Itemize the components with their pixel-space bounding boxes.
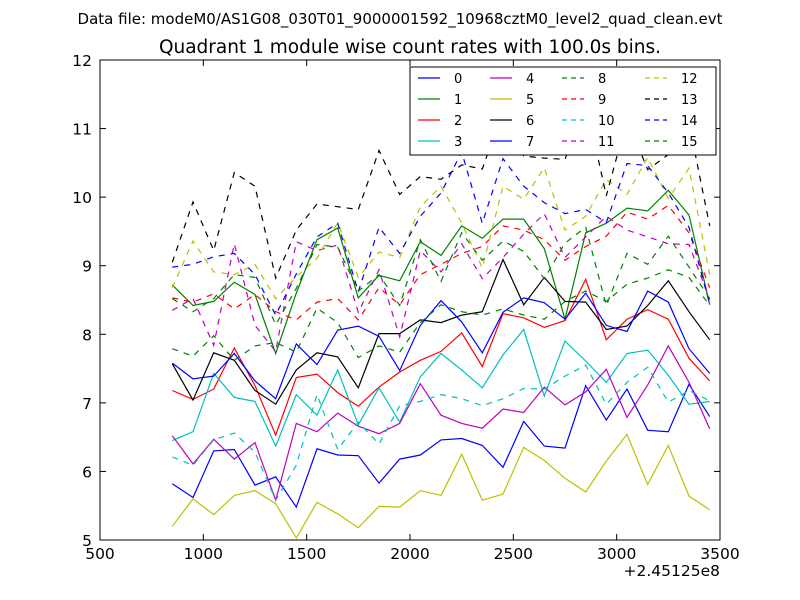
y-tick-label: 7 xyxy=(82,395,92,413)
legend-label-10: 10 xyxy=(598,114,615,129)
y-tick-label: 10 xyxy=(72,189,92,207)
legend-label-8: 8 xyxy=(598,72,606,87)
x-tick-label: 1500 xyxy=(287,545,326,563)
series-line-4 xyxy=(171,344,711,503)
series-line-3 xyxy=(172,328,710,448)
series-layer xyxy=(171,99,711,540)
series-line-12 xyxy=(171,156,711,300)
suptitle: Data file: modeM0/AS1G08_030T01_90000015… xyxy=(78,10,723,29)
legend-label-11: 11 xyxy=(598,135,615,150)
series-line-2 xyxy=(172,277,711,437)
series-line-11 xyxy=(172,212,711,353)
legend-label-2: 2 xyxy=(454,114,462,129)
y-tick-label: 12 xyxy=(72,52,92,70)
legend-label-12: 12 xyxy=(681,72,698,87)
legend-label-15: 15 xyxy=(681,135,698,150)
legend-label-9: 9 xyxy=(598,93,606,108)
x-tick-label: 1000 xyxy=(184,545,223,563)
x-tick-label: 2000 xyxy=(390,545,429,563)
legend-label-14: 14 xyxy=(681,114,698,129)
series-line-10 xyxy=(172,364,710,502)
plot-frame xyxy=(99,59,721,541)
legend-label-5: 5 xyxy=(526,93,534,108)
x-tick-label: 3500 xyxy=(700,545,739,563)
legend-label-6: 6 xyxy=(526,114,534,129)
legend-label-7: 7 xyxy=(526,135,534,150)
series-line-14 xyxy=(172,150,711,317)
legend-frame xyxy=(409,66,717,156)
legend-label-1: 1 xyxy=(454,93,462,108)
legend-label-4: 4 xyxy=(526,72,534,87)
legend-label-13: 13 xyxy=(681,93,698,108)
legend-label-0: 0 xyxy=(454,72,462,87)
series-line-0 xyxy=(171,383,711,509)
x-tick-label: 3000 xyxy=(597,545,636,563)
series-line-6 xyxy=(171,257,711,406)
x-tick-label: 2500 xyxy=(494,545,533,563)
y-tick-label: 8 xyxy=(82,326,92,344)
series-line-15 xyxy=(171,226,711,327)
x-tick-label: 500 xyxy=(85,545,115,563)
y-tick-label: 5 xyxy=(82,532,92,550)
legend-label-3: 3 xyxy=(454,135,462,150)
chart-title: Quadrant 1 module wise count rates with … xyxy=(159,37,661,58)
y-tick-label: 9 xyxy=(82,258,92,276)
series-line-7 xyxy=(171,290,711,400)
y-tick-label: 11 xyxy=(72,121,92,139)
series-line-8 xyxy=(172,269,711,362)
series-line-1 xyxy=(171,189,711,356)
y-tick-label: 6 xyxy=(82,463,92,481)
x-offset-label: +2.45125e8 xyxy=(624,562,720,580)
series-line-5 xyxy=(171,433,711,540)
